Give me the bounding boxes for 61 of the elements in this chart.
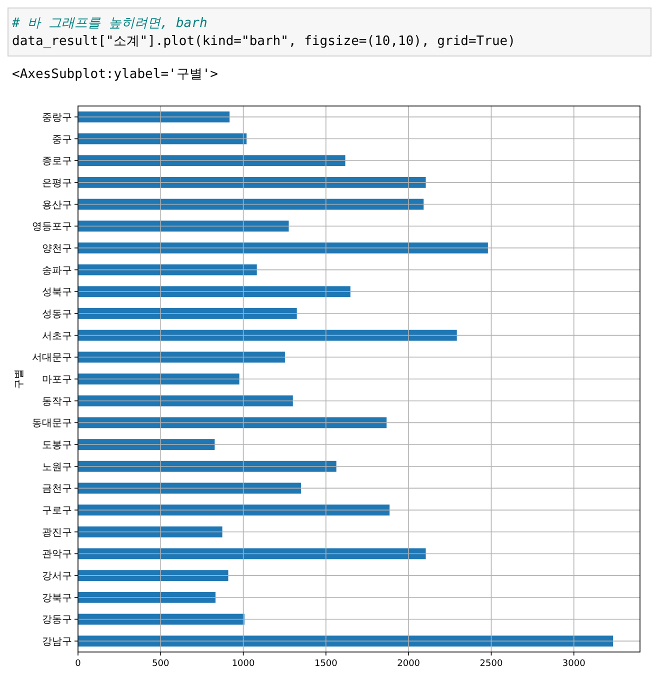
y-tick-label: 구로구 (42, 506, 72, 517)
bar (78, 439, 215, 450)
text: # 바 그래프를 높히려면, barh (11, 16, 208, 31)
y-tick-label: 영등포구 (32, 222, 72, 233)
x-tick-label: 0 (75, 659, 82, 669)
bar (78, 460, 336, 472)
bar (78, 220, 289, 232)
y-tick-label: 성동구 (42, 308, 72, 320)
bar (78, 242, 488, 254)
bar (78, 264, 257, 276)
y-tick-label: 중랑구 (42, 112, 72, 124)
y-tick-label: 노원구 (42, 462, 72, 473)
y-tick-label: 성북구 (42, 287, 72, 298)
y-tick-label: 강남구 (42, 636, 72, 648)
x-tick-label: 3000 (562, 659, 586, 669)
y-tick-label: 중구 (52, 134, 72, 146)
y-axis-title: 구별 (14, 369, 25, 389)
y-tick-label: 은평구 (42, 178, 72, 189)
bar (78, 636, 614, 647)
y-tick-label: 서초구 (42, 330, 72, 342)
bar (78, 395, 293, 406)
bar (78, 286, 350, 298)
y-tick-label: 광진구 (42, 527, 72, 538)
bar (78, 176, 426, 188)
bar (78, 352, 285, 363)
bar (78, 417, 387, 428)
bar (78, 570, 228, 582)
bar (78, 548, 426, 560)
bar (78, 111, 230, 122)
y-tick-label: 강동구 (42, 614, 72, 626)
y-tick-label: 금천구 (42, 484, 72, 495)
bar (78, 374, 240, 384)
text: <AxesSubplot:ylabel='구별'> (12, 67, 218, 82)
x-tick-label: 1000 (232, 659, 256, 669)
text: data_result["소계"].plot(kind="barh", figsize=(10,10), grid=True) (12, 34, 516, 49)
y-tick-label: 서대문구 (32, 352, 72, 364)
y-tick-label: 용산구 (42, 200, 72, 211)
bar (78, 614, 244, 625)
y-tick-label: 종로구 (42, 156, 72, 168)
y-tick-label: 송파구 (42, 265, 72, 276)
bar (78, 482, 301, 494)
x-tick-label: 2500 (480, 659, 503, 669)
y-tick-label: 강북구 (42, 592, 72, 604)
y-tick-label: 관악구 (42, 549, 72, 560)
y-tick-label: 도봉구 (42, 440, 72, 452)
bar (78, 526, 222, 538)
y-tick-label: 마포구 (42, 374, 72, 386)
bar (78, 504, 390, 516)
x-tick-label: 2000 (397, 659, 420, 669)
bar (78, 198, 424, 210)
bar (78, 133, 247, 144)
y-tick-label: 동작구 (42, 396, 72, 408)
y-tick-label: 양천구 (42, 243, 72, 254)
y-tick-label: 동대문구 (32, 418, 72, 430)
bar (78, 592, 216, 603)
bar (78, 330, 457, 341)
x-tick-label: 1500 (314, 659, 338, 669)
x-tick-label: 500 (152, 659, 170, 669)
bar (78, 155, 346, 166)
bar (78, 308, 297, 319)
y-tick-label: 강서구 (42, 571, 72, 582)
